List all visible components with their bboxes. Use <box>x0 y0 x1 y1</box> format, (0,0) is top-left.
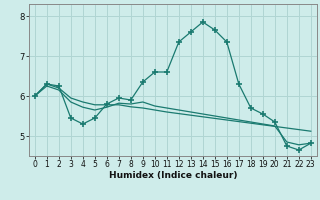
X-axis label: Humidex (Indice chaleur): Humidex (Indice chaleur) <box>108 171 237 180</box>
